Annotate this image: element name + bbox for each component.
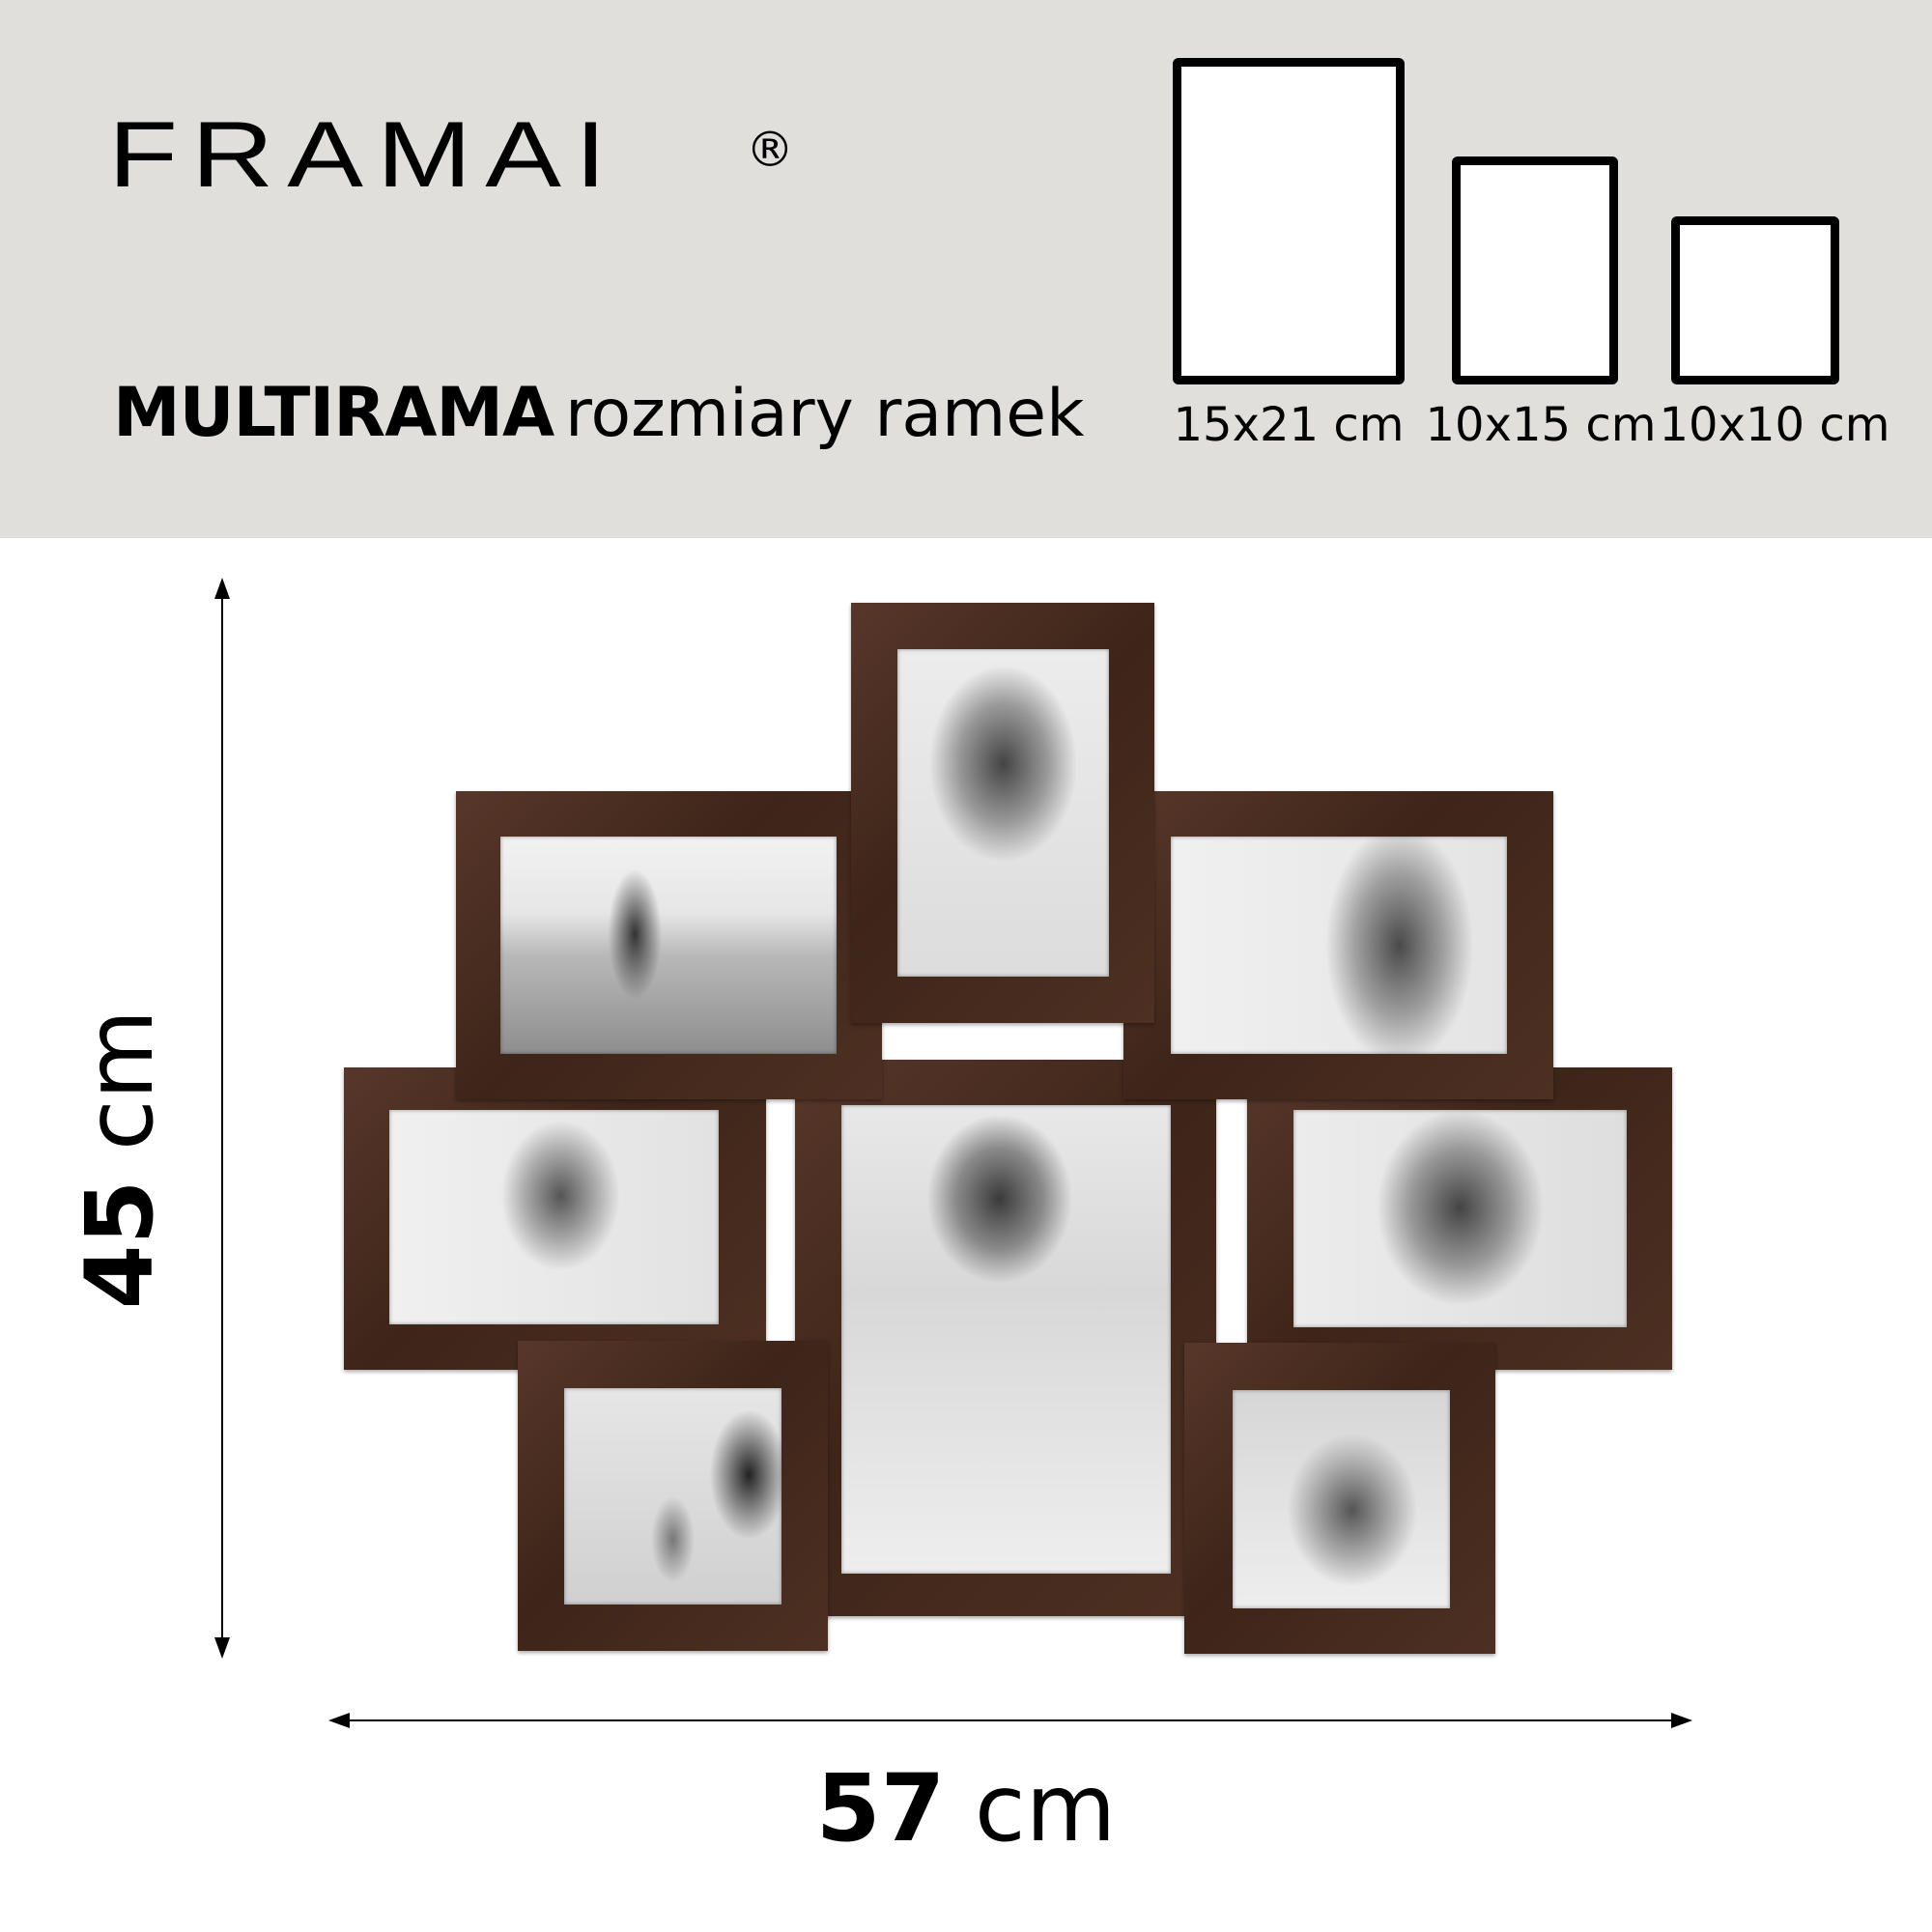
frame-top-center [851,603,1154,1023]
size-icon-10x15 [1452,156,1618,384]
photo-center-large [841,1105,1171,1574]
height-label: 45 cm [66,1009,174,1309]
arrow-right-icon [1671,1713,1692,1728]
brand-logo: FRAMAI [108,102,620,208]
photo-top-center [897,649,1109,977]
frame-upper-left [456,791,882,1099]
height-dimension-line [221,585,223,1651]
photo-middle-left [389,1110,719,1324]
frame-upper-right [1123,791,1553,1099]
height-unit: cm [66,1009,174,1151]
photo-upper-left [500,837,837,1054]
size-label-10x10: 10x10 cm [1659,398,1890,452]
frame-middle-left [344,1067,766,1370]
size-label-10x15: 10x15 cm [1425,398,1657,452]
frame-bottom-left [518,1341,828,1651]
subtitle: rozmiary ramek [565,376,1085,452]
frame-middle-right [1247,1067,1672,1370]
header-banner: FRAMAI ® MULTIRAMA rozmiary ramek 15x21 … [0,0,1932,538]
size-icon-10x10 [1671,216,1839,384]
frame-bottom-right [1184,1343,1495,1654]
photo-upper-right [1171,837,1507,1054]
width-label: 57 cm [816,1762,1116,1855]
arrow-left-icon [328,1713,350,1728]
size-icon-15x21 [1173,58,1405,384]
arrow-down-icon [214,1637,230,1659]
product-name: MULTIRAMA [113,373,554,452]
photo-bottom-right [1233,1390,1450,1608]
width-unit: cm [974,1754,1117,1862]
height-value: 45 [66,1179,174,1310]
photo-bottom-left [564,1388,781,1605]
size-label-15x21: 15x21 cm [1173,398,1405,452]
registered-mark: ® [746,122,794,178]
arrow-up-icon [214,578,230,599]
width-dimension-line [336,1719,1685,1721]
width-value: 57 [815,1754,946,1862]
photo-middle-right [1293,1110,1627,1327]
frame-center-large [795,1060,1216,1616]
